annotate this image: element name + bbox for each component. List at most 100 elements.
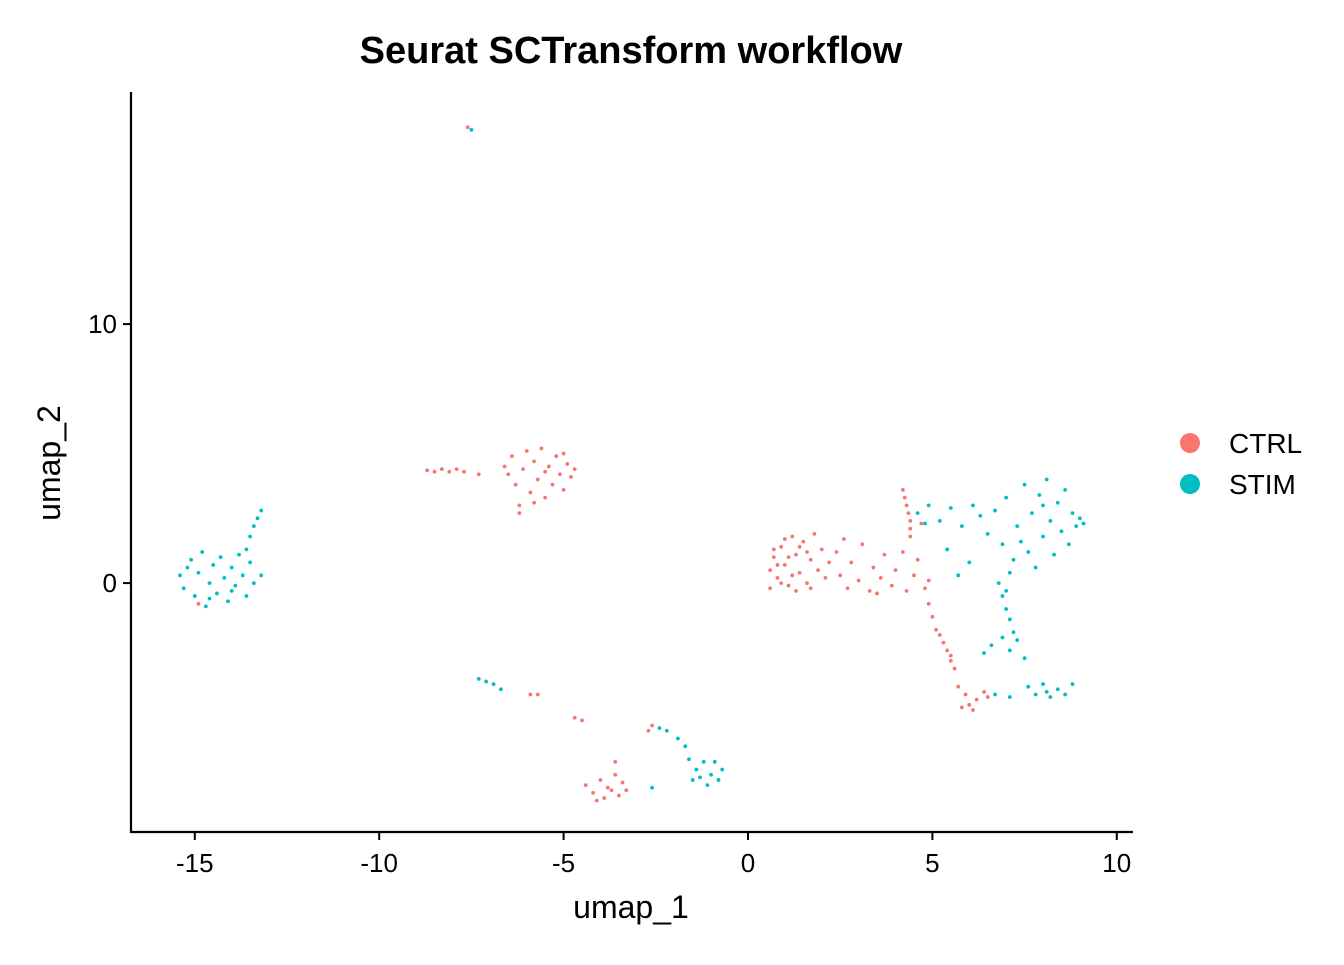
point-stim bbox=[1015, 638, 1020, 642]
point-stim bbox=[1018, 539, 1023, 544]
point-stim bbox=[1007, 570, 1012, 575]
point-ctrl bbox=[790, 534, 795, 539]
y-tick-label: 10 bbox=[88, 309, 117, 339]
point-ctrl bbox=[805, 550, 809, 554]
point-stim bbox=[989, 643, 994, 648]
point-stim bbox=[1055, 500, 1060, 505]
point-stim bbox=[967, 560, 972, 565]
point-stim bbox=[993, 508, 997, 513]
point-ctrl bbox=[594, 798, 599, 803]
point-stim bbox=[1074, 524, 1079, 529]
point-stim bbox=[698, 775, 702, 780]
point-ctrl bbox=[967, 702, 972, 707]
point-ctrl bbox=[900, 487, 905, 492]
point-ctrl bbox=[543, 495, 548, 500]
point-ctrl bbox=[971, 708, 975, 712]
point-ctrl bbox=[882, 552, 887, 557]
point-ctrl bbox=[524, 449, 529, 453]
points-layer bbox=[178, 125, 1086, 803]
point-ctrl bbox=[569, 474, 573, 479]
point-ctrl bbox=[580, 718, 584, 723]
point-ctrl bbox=[510, 454, 514, 459]
point-stim bbox=[956, 573, 961, 578]
point-ctrl bbox=[506, 472, 511, 477]
point-stim bbox=[251, 524, 256, 529]
point-stim bbox=[1000, 542, 1005, 547]
point-stim bbox=[945, 547, 950, 552]
point-stim bbox=[491, 682, 496, 687]
point-ctrl bbox=[550, 482, 555, 487]
point-ctrl bbox=[808, 586, 813, 591]
point-ctrl bbox=[605, 785, 610, 790]
point-stim bbox=[498, 687, 503, 692]
point-stim bbox=[1048, 695, 1053, 699]
point-ctrl bbox=[572, 715, 577, 720]
point-ctrl bbox=[816, 568, 820, 573]
point-ctrl bbox=[860, 542, 865, 547]
point-stim bbox=[1041, 534, 1045, 539]
point-stim bbox=[1000, 594, 1005, 598]
point-stim bbox=[1048, 519, 1053, 523]
point-ctrl bbox=[528, 692, 533, 697]
point-stim bbox=[657, 726, 662, 731]
point-stim bbox=[251, 581, 256, 585]
point-stim bbox=[1004, 588, 1009, 593]
point-ctrl bbox=[871, 565, 876, 570]
point-stim bbox=[211, 563, 216, 567]
point-ctrl bbox=[845, 586, 850, 591]
point-ctrl bbox=[797, 544, 802, 549]
legend-key-ctrl bbox=[1180, 433, 1200, 453]
point-ctrl bbox=[432, 469, 437, 474]
point-stim bbox=[1007, 695, 1012, 699]
point-ctrl bbox=[875, 591, 879, 596]
point-stim bbox=[1066, 542, 1071, 547]
point-stim bbox=[709, 772, 714, 777]
point-stim bbox=[1070, 511, 1075, 516]
point-ctrl bbox=[812, 531, 817, 536]
point-stim bbox=[207, 596, 212, 601]
point-ctrl bbox=[908, 519, 913, 523]
point-ctrl bbox=[771, 547, 776, 552]
point-stim bbox=[1030, 511, 1034, 516]
point-ctrl bbox=[602, 796, 607, 800]
point-stim bbox=[1081, 521, 1086, 526]
point-ctrl bbox=[945, 648, 950, 653]
point-ctrl bbox=[598, 778, 603, 782]
x-ticks: -15 -10 -5 0 5 10 bbox=[176, 832, 1131, 878]
chart-title: Seurat SCTransform workflow bbox=[360, 30, 903, 72]
point-ctrl bbox=[775, 576, 780, 580]
point-stim bbox=[650, 785, 654, 790]
point-ctrl bbox=[782, 563, 787, 567]
point-ctrl bbox=[963, 692, 968, 697]
point-ctrl bbox=[546, 464, 551, 469]
point-ctrl bbox=[476, 472, 481, 477]
point-ctrl bbox=[465, 125, 470, 130]
point-stim bbox=[1004, 607, 1009, 611]
point-stim bbox=[948, 506, 953, 510]
point-ctrl bbox=[915, 557, 920, 562]
point-stim bbox=[915, 511, 920, 516]
point-stim bbox=[687, 757, 691, 762]
point-ctrl bbox=[768, 586, 773, 591]
y-tick-label: 0 bbox=[103, 568, 117, 598]
point-ctrl bbox=[646, 728, 651, 733]
point-stim bbox=[178, 573, 182, 578]
point-stim bbox=[720, 767, 725, 772]
point-ctrl bbox=[462, 469, 466, 474]
point-ctrl bbox=[805, 581, 809, 585]
point-stim bbox=[255, 516, 260, 521]
point-ctrl bbox=[974, 697, 979, 702]
point-ctrl bbox=[904, 503, 909, 508]
point-stim bbox=[1037, 493, 1042, 497]
point-ctrl bbox=[786, 555, 791, 560]
x-tick-label: -5 bbox=[552, 848, 575, 878]
point-stim bbox=[1044, 689, 1049, 694]
point-ctrl bbox=[794, 588, 798, 593]
point-stim bbox=[192, 594, 197, 598]
point-ctrl bbox=[893, 568, 898, 573]
point-stim bbox=[1059, 529, 1064, 534]
point-stim bbox=[1026, 550, 1031, 554]
point-ctrl bbox=[790, 573, 795, 578]
point-ctrl bbox=[919, 521, 924, 526]
point-ctrl bbox=[617, 793, 621, 798]
